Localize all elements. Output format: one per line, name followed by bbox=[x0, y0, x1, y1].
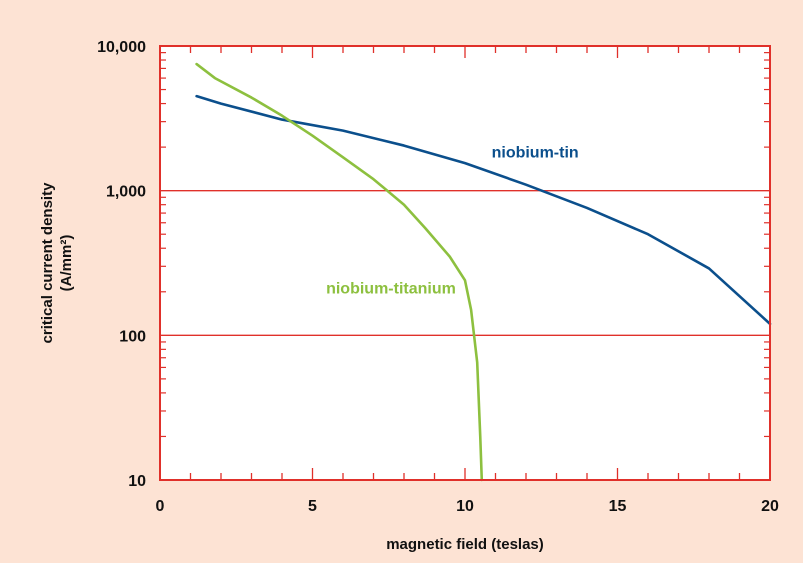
series-layer bbox=[195, 62, 772, 482]
label-layer: 10 100 1,000 10,000 0 5 10 15 20 niobium-tin niobi… bbox=[97, 39, 779, 515]
series-line-niobium-tin bbox=[195, 94, 772, 326]
x-tick-label: 20 bbox=[761, 498, 779, 515]
y-axis-title: critical current density bbox=[39, 182, 56, 344]
tick-layer bbox=[159, 46, 771, 480]
series-label-niobium-titanium: niobium-titanium bbox=[326, 280, 456, 297]
x-tick-label: 5 bbox=[308, 498, 317, 515]
series-line-niobium-titanium bbox=[195, 62, 484, 482]
plot-area bbox=[160, 46, 770, 480]
series-label-niobium-tin: niobium-tin bbox=[492, 144, 579, 161]
grid-layer bbox=[160, 190, 770, 336]
x-axis-title: magnetic field (teslas) bbox=[386, 536, 544, 553]
y-tick-label: 1,000 bbox=[106, 184, 146, 201]
x-tick-label: 0 bbox=[156, 498, 165, 515]
y-axis-unit: (A/mm²) bbox=[58, 235, 75, 292]
x-tick-label: 15 bbox=[609, 498, 627, 515]
y-tick-label: 100 bbox=[119, 328, 146, 345]
y-tick-label: 10,000 bbox=[97, 39, 146, 56]
y-tick-label: 10 bbox=[128, 473, 146, 490]
x-tick-label: 10 bbox=[456, 498, 474, 515]
